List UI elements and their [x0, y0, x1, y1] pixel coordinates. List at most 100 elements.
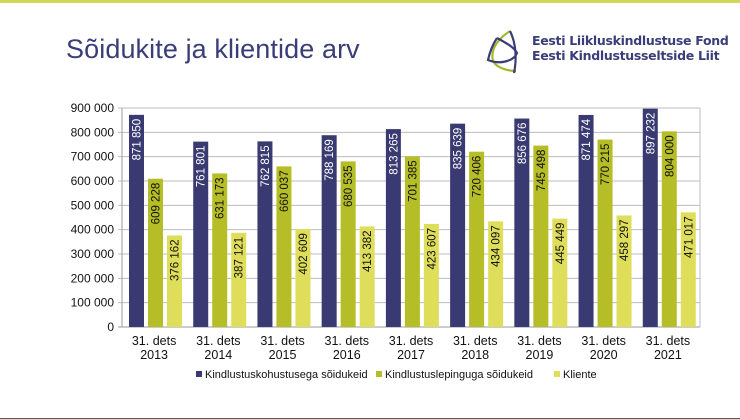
bar [212, 173, 228, 327]
bar [616, 215, 632, 327]
bar [276, 166, 292, 327]
bar [257, 141, 273, 327]
logo-text: Eesti Liikluskindlustuse Fond Eesti Kind… [532, 33, 729, 63]
data-label: 402 609 [298, 233, 310, 275]
data-label: 788 169 [324, 139, 336, 181]
data-label: 761 801 [196, 146, 208, 188]
data-label: 871 474 [581, 118, 593, 160]
bar [514, 118, 530, 327]
y-tick-label: 100 000 [71, 296, 115, 310]
bar [404, 156, 420, 327]
top-accent-bar [0, 0, 740, 3]
organization-logo: Eesti Liikluskindlustuse Fond Eesti Kind… [484, 27, 734, 77]
data-label: 813 265 [388, 133, 400, 175]
legend-label: Kindlustuslepinguga sõidukeid [385, 369, 533, 381]
x-category-label: 31. dets [389, 334, 433, 348]
bar [295, 229, 311, 327]
data-label: 745 498 [536, 150, 548, 192]
y-tick-label: 600 000 [71, 174, 115, 188]
y-tick-label: 400 000 [71, 223, 115, 237]
y-tick-label: 500 000 [71, 198, 115, 212]
data-label: 835 639 [453, 128, 465, 170]
bar [578, 114, 594, 327]
bar [423, 223, 439, 327]
x-category-label: 31. dets [581, 334, 625, 348]
x-category-label: 2015 [269, 348, 297, 362]
x-category-label: 31. dets [646, 334, 690, 348]
logo-line-2: Eesti Kindlustusseltside Liit [532, 48, 720, 63]
bar [552, 218, 568, 327]
x-category-label: 2021 [654, 348, 682, 362]
bar [661, 131, 677, 327]
bar [148, 178, 163, 327]
x-category-label: 2013 [140, 348, 168, 362]
y-tick-label: 200 000 [71, 271, 115, 285]
data-label: 762 815 [260, 145, 272, 187]
data-label: 445 449 [555, 223, 567, 265]
x-category-label: 2019 [526, 348, 554, 362]
y-axis-ticks: 0 100 000 200 000 300 000 400 000 500 000 600 … [71, 101, 115, 334]
y-tick-label: 900 000 [71, 101, 115, 115]
data-label: 458 297 [619, 219, 631, 261]
bar [129, 114, 144, 328]
bars: 871 850 609 228 376 162 761 801 631 173 387 1… [129, 108, 696, 328]
data-label: 609 228 [151, 183, 163, 225]
bar [231, 232, 247, 327]
bar [597, 139, 613, 327]
data-label: 471 017 [683, 216, 695, 258]
data-label: 701 385 [407, 160, 419, 202]
x-category-label: 2014 [204, 348, 232, 362]
x-category-label: 31. dets [260, 334, 304, 348]
y-tick-label: 700 000 [71, 150, 115, 164]
y-tick-label: 300 000 [71, 247, 115, 261]
legend-swatch [196, 371, 202, 377]
bar [469, 151, 485, 327]
x-category-label: 31. dets [325, 334, 369, 348]
slide-title: Sõidukite ja klientide arv [66, 34, 360, 64]
x-category-label: 31. dets [196, 334, 240, 348]
x-category-label: 31. dets [453, 334, 497, 348]
legend-swatch [376, 371, 382, 377]
data-label: 770 215 [600, 144, 612, 186]
x-category-label: 2016 [333, 348, 361, 362]
data-label: 680 535 [343, 165, 355, 207]
bar [385, 129, 401, 327]
bar [321, 135, 337, 327]
y-tick-label: 800 000 [71, 125, 115, 139]
data-label: 871 850 [132, 119, 144, 161]
bar [533, 145, 549, 327]
data-label: 434 097 [491, 225, 503, 267]
data-label: 631 173 [215, 177, 227, 219]
legend-label: Kliente [563, 369, 597, 381]
bar [340, 161, 356, 327]
legend-label: Kindlustuskohustusega sõidukeid [205, 369, 368, 381]
x-category-label: 2017 [397, 348, 425, 362]
data-label: 897 232 [645, 113, 657, 155]
data-label: 720 406 [472, 156, 484, 198]
logo-line-1: Eesti Liikluskindlustuse Fond [532, 33, 729, 48]
data-label: 387 121 [234, 237, 246, 279]
data-label: 856 676 [517, 123, 529, 165]
x-category-label: 2020 [590, 348, 618, 362]
bar [450, 123, 466, 327]
triangular-swirl-logo-icon [486, 30, 519, 74]
bar [193, 141, 209, 327]
bar [680, 212, 696, 327]
legend-swatch [554, 371, 560, 377]
bar [359, 226, 375, 327]
x-category-label: 2018 [461, 348, 489, 362]
data-label: 423 607 [426, 228, 438, 270]
bar [167, 235, 182, 327]
data-label: 376 162 [170, 239, 182, 281]
bar [642, 108, 658, 327]
bar [488, 221, 504, 327]
data-label: 804 000 [664, 135, 676, 177]
x-category-label: 31. dets [517, 334, 561, 348]
legend: Kindlustuskohustusega sõidukeid Kindlustu… [196, 369, 597, 381]
data-label: 413 382 [362, 230, 374, 272]
data-label: 660 037 [279, 170, 291, 212]
x-category-label: 31. dets [132, 334, 176, 348]
y-tick-label: 0 [107, 320, 114, 334]
